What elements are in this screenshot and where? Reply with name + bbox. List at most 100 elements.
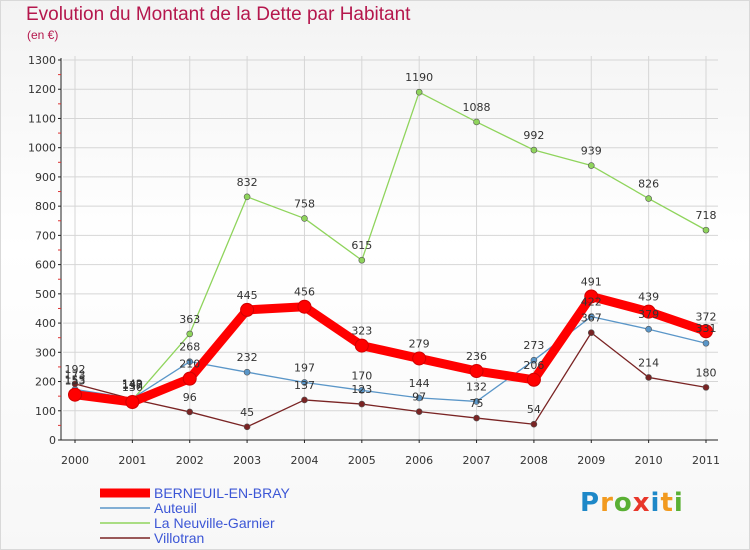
legend-label: Auteuil <box>154 500 197 516</box>
data-point <box>473 398 480 405</box>
y-tick-label: 500 <box>35 288 56 301</box>
x-tick-label: 2005 <box>348 454 376 467</box>
x-tick-label: 2000 <box>61 454 89 467</box>
data-label: 153 <box>65 374 86 387</box>
x-tick-label: 2007 <box>463 454 491 467</box>
data-label: 173 <box>65 368 86 381</box>
logo-letter: t <box>660 488 674 518</box>
data-point <box>358 400 366 408</box>
data-label: 197 <box>294 361 315 374</box>
logo-letter: x <box>632 488 651 518</box>
data-point <box>186 330 194 338</box>
logo-letter: o <box>613 488 633 518</box>
data-point <box>71 380 79 388</box>
data-point <box>186 408 194 416</box>
data-label: 180 <box>696 366 717 379</box>
data-point <box>584 289 599 304</box>
x-tick-label: 2008 <box>520 454 548 467</box>
y-tick-label: 1200 <box>28 83 56 96</box>
data-label: 130 <box>122 381 143 394</box>
x-tick-label: 2009 <box>577 454 605 467</box>
chart-title: Evolution du Montant de la Dette par Hab… <box>26 4 411 25</box>
y-tick-label: 300 <box>35 346 56 359</box>
series-line-2 <box>74 91 707 401</box>
y-tick-label: 1000 <box>28 142 56 155</box>
data-point <box>243 368 251 376</box>
logo-letter: P <box>580 488 601 518</box>
data-label: 992 <box>523 129 544 142</box>
y-tick-label: 200 <box>35 376 56 389</box>
y-tick-label: 1300 <box>28 54 56 67</box>
data-point <box>587 329 595 337</box>
proxiti-logo: Proxiti <box>580 488 684 518</box>
data-point <box>68 387 82 402</box>
logo-letter: r <box>600 488 614 518</box>
data-point <box>699 324 713 339</box>
x-tick-label: 2010 <box>635 454 663 467</box>
data-point <box>530 146 538 154</box>
series-line-1 <box>74 315 707 403</box>
data-point <box>530 356 538 364</box>
data-label: 214 <box>638 356 659 369</box>
data-point <box>469 364 484 379</box>
y-tick-label: 400 <box>35 317 56 330</box>
y-tick-label: 1100 <box>28 112 56 125</box>
data-point <box>530 420 538 428</box>
data-point <box>473 118 480 126</box>
data-label: 97 <box>412 391 426 404</box>
data-point <box>526 372 541 387</box>
data-point <box>702 339 710 347</box>
data-label: 268 <box>179 341 200 354</box>
data-point <box>301 215 308 222</box>
data-label: 1088 <box>463 101 491 114</box>
data-point <box>243 193 251 201</box>
data-label: 372 <box>696 310 717 323</box>
data-label: 379 <box>638 308 659 321</box>
data-label: 331 <box>696 322 717 335</box>
data-label: 758 <box>294 197 315 210</box>
data-point <box>125 395 140 409</box>
y-tick-label: 700 <box>35 229 56 242</box>
data-label: 236 <box>466 350 487 363</box>
data-label: 939 <box>581 145 602 158</box>
data-label: 491 <box>581 275 602 288</box>
data-point <box>587 313 595 320</box>
data-label: 170 <box>351 369 372 382</box>
data-point <box>243 423 251 431</box>
data-point <box>473 414 480 422</box>
x-tick-label: 2006 <box>405 454 433 467</box>
data-point <box>301 396 308 404</box>
data-label: 132 <box>466 380 487 393</box>
data-point <box>415 408 423 415</box>
data-label: 142 <box>122 377 143 390</box>
logo-letter: i <box>673 488 684 518</box>
data-point <box>641 304 656 319</box>
data-label: 615 <box>351 239 372 252</box>
data-label: 54 <box>527 403 541 416</box>
data-label: 439 <box>638 291 659 304</box>
data-label: 422 <box>581 296 602 309</box>
x-tick-label: 2002 <box>176 454 204 467</box>
data-point <box>645 325 652 333</box>
x-tick-label: 2003 <box>233 454 261 467</box>
data-point <box>358 256 366 264</box>
data-label: 123 <box>351 383 372 396</box>
data-label: 96 <box>183 391 197 404</box>
logo-letter: i <box>650 488 661 518</box>
data-label: 140 <box>122 378 143 391</box>
data-label: 137 <box>122 379 143 392</box>
data-label: 206 <box>523 359 544 372</box>
y-tick-label: 600 <box>35 259 56 272</box>
data-point <box>645 195 652 202</box>
data-point <box>354 338 369 353</box>
data-label: 279 <box>409 337 430 350</box>
data-label: 155 <box>65 374 86 387</box>
data-label: 456 <box>294 286 315 299</box>
data-point <box>415 394 423 402</box>
data-label: 445 <box>237 289 258 302</box>
data-label: 1190 <box>405 71 433 84</box>
data-point <box>702 384 710 391</box>
data-point <box>240 302 255 317</box>
